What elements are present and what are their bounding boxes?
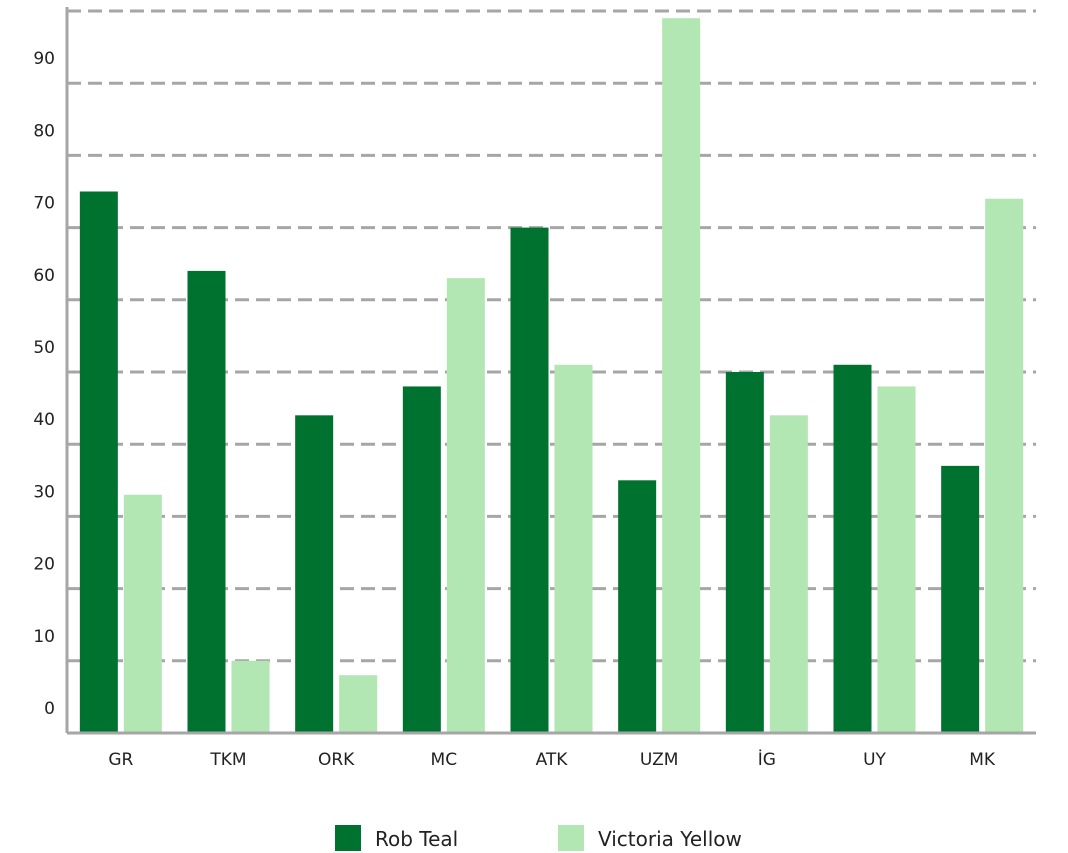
bar-rob-teal-uzm [618,480,657,733]
bars [79,18,1024,734]
y-tick-label: 30 [33,482,55,502]
x-tick-label: ATK [536,750,569,770]
bar-victoria-yellow-ork [339,675,378,733]
y-tick-label: 70 [33,194,55,214]
bar-victoria-yellow-mc [446,278,485,733]
legend-item-rob-teal: Rob Teal [335,825,458,851]
legend: Rob Teal Victoria Yellow [335,825,742,851]
bar-victoria-yellow-i̇g [769,415,808,733]
legend-swatch [335,825,361,851]
bar-rob-teal-atk [510,227,549,733]
bar-rob-teal-mc [402,386,441,733]
legend-label: Victoria Yellow [598,827,742,851]
bar-victoria-yellow-uy [877,386,916,733]
y-tick-label: 0 [44,699,55,719]
x-tick-label: UZM [640,750,678,770]
bar-victoria-yellow-gr [123,494,162,733]
y-tick-label: 10 [33,627,55,647]
bar-rob-teal-i̇g [725,372,764,733]
bar-rob-teal-gr [79,191,118,733]
y-tick-label: 20 [33,555,55,575]
x-tick-label: İG [758,749,776,770]
bar-victoria-yellow-tkm [231,660,270,733]
x-tick-label: UY [863,750,886,770]
bar-victoria-yellow-uzm [662,18,701,734]
bar-rob-teal-ork [295,415,334,733]
bar-victoria-yellow-mk [985,198,1024,734]
legend-swatch [558,825,584,851]
legend-label: Rob Teal [375,827,458,851]
bar-rob-teal-mk [941,465,980,733]
bar-rob-teal-tkm [187,270,226,733]
bar-victoria-yellow-atk [554,364,593,733]
y-tick-label: 80 [33,121,55,141]
x-tick-label: MK [969,750,996,770]
y-tick-label: 40 [33,410,55,430]
legend-item-victoria-yellow: Victoria Yellow [558,825,742,851]
x-tick-label: MC [431,750,458,770]
gridlines [67,9,1036,663]
x-axis-ticks: GR TKM ORK MC ATK UZM İG UY MK [108,749,996,770]
y-tick-label: 50 [33,338,55,358]
y-tick-label: 60 [33,266,55,286]
bar-rob-teal-uy [833,364,872,733]
x-tick-label: GR [108,750,133,770]
y-tick-label: 90 [33,49,55,69]
y-axis-ticks: 0102030405060708090100 [33,49,55,719]
x-tick-label: TKM [209,750,246,770]
x-tick-label: ORK [318,750,355,770]
axes [65,7,1036,735]
